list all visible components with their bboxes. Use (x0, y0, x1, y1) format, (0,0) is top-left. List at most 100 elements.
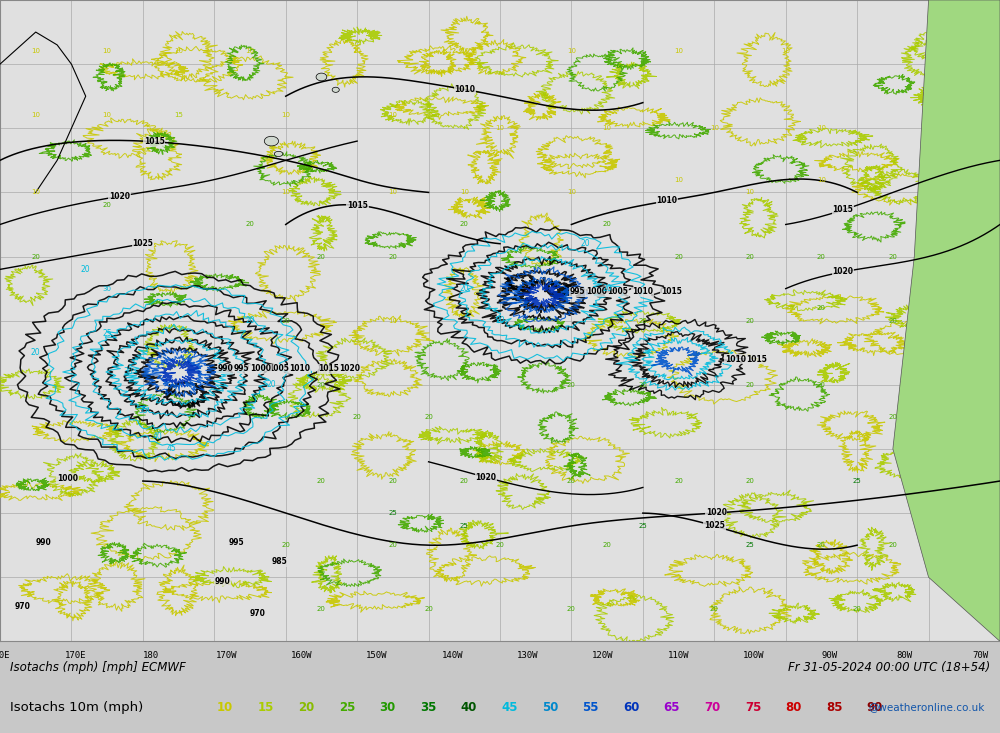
Text: 20: 20 (674, 478, 683, 484)
Text: 180: 180 (143, 652, 159, 660)
Text: 15: 15 (257, 701, 274, 714)
Text: Isotachs 10m (mph): Isotachs 10m (mph) (10, 701, 143, 714)
Text: 20: 20 (317, 478, 326, 484)
Text: 10: 10 (817, 177, 826, 183)
Text: 110W: 110W (668, 652, 689, 660)
Text: 20: 20 (602, 284, 612, 293)
Text: 20: 20 (603, 542, 612, 548)
Text: 1015: 1015 (833, 205, 853, 215)
Text: 20: 20 (459, 284, 469, 293)
Text: 20: 20 (317, 254, 326, 259)
Text: 1010: 1010 (632, 287, 653, 296)
Text: 20: 20 (317, 606, 326, 612)
Text: 20: 20 (460, 478, 469, 484)
Text: 25: 25 (460, 523, 469, 529)
Text: 1005: 1005 (268, 364, 289, 373)
Text: 10: 10 (246, 48, 254, 54)
Text: 40: 40 (461, 701, 477, 714)
Text: 10: 10 (746, 189, 755, 196)
Text: 20: 20 (817, 254, 826, 259)
Text: 20: 20 (567, 478, 576, 484)
Text: 20: 20 (317, 382, 326, 388)
Text: 30: 30 (379, 701, 396, 714)
Text: 20: 20 (496, 542, 504, 548)
Ellipse shape (332, 87, 339, 92)
Text: 20: 20 (31, 254, 40, 259)
Text: 160W: 160W (291, 652, 312, 660)
Text: 20: 20 (817, 382, 826, 388)
Text: 10: 10 (31, 112, 40, 119)
Text: 1005: 1005 (607, 287, 628, 296)
Text: 10: 10 (353, 48, 362, 54)
Text: 45: 45 (167, 444, 176, 454)
Text: 170W: 170W (215, 652, 237, 660)
Text: 20: 20 (81, 265, 91, 274)
Text: 20: 20 (424, 414, 433, 420)
Text: 20: 20 (817, 305, 826, 311)
Text: 70W: 70W (972, 652, 988, 660)
Text: 140W: 140W (442, 652, 463, 660)
Text: 10: 10 (281, 112, 290, 119)
Text: 10: 10 (603, 125, 612, 131)
Text: Fr 31-05-2024 00:00 UTC (18+54): Fr 31-05-2024 00:00 UTC (18+54) (788, 660, 990, 674)
Text: 1015: 1015 (746, 355, 767, 364)
Text: 10: 10 (567, 189, 576, 196)
Text: 20: 20 (353, 414, 362, 420)
Text: 990: 990 (36, 538, 51, 547)
Text: 75: 75 (745, 701, 761, 714)
Text: 10: 10 (31, 48, 40, 54)
Text: 10: 10 (496, 125, 505, 131)
Text: 10: 10 (388, 112, 397, 119)
Text: 20: 20 (581, 239, 591, 248)
Text: 995: 995 (234, 364, 249, 373)
Text: 1010: 1010 (656, 196, 677, 205)
Text: 1015: 1015 (144, 137, 165, 147)
Text: 20: 20 (710, 606, 719, 612)
Polygon shape (893, 0, 1000, 641)
Text: 20: 20 (746, 382, 754, 388)
Text: 10: 10 (460, 48, 469, 54)
Text: 10: 10 (460, 189, 469, 196)
Text: 1020: 1020 (833, 268, 854, 276)
Text: 40: 40 (152, 432, 162, 441)
Text: 20: 20 (603, 221, 612, 227)
Text: 20: 20 (281, 542, 290, 548)
Text: 20: 20 (567, 382, 576, 388)
Text: 1010: 1010 (725, 355, 746, 364)
Text: 1020: 1020 (706, 509, 727, 517)
Text: 10: 10 (174, 48, 183, 54)
Text: 20: 20 (746, 317, 754, 324)
Text: 20: 20 (246, 221, 254, 227)
Text: 25: 25 (638, 523, 647, 529)
Text: 65: 65 (664, 701, 680, 714)
Text: 10: 10 (281, 189, 290, 196)
Text: 55: 55 (582, 701, 599, 714)
Text: 25: 25 (339, 701, 355, 714)
Text: 10: 10 (217, 701, 233, 714)
Text: 20: 20 (298, 701, 314, 714)
Text: 20: 20 (567, 606, 576, 612)
Text: 170E: 170E (65, 652, 86, 660)
Text: 1025: 1025 (704, 521, 725, 531)
Text: 10: 10 (781, 48, 790, 54)
Text: 990: 990 (218, 364, 234, 373)
Text: 50: 50 (542, 701, 558, 714)
Text: 15: 15 (174, 112, 183, 119)
Text: 10: 10 (674, 48, 683, 54)
Text: 20: 20 (31, 348, 41, 357)
Text: 20: 20 (853, 606, 862, 612)
Text: 20: 20 (388, 478, 397, 484)
Text: 70: 70 (704, 701, 721, 714)
Text: 20: 20 (424, 606, 433, 612)
Text: 10: 10 (817, 125, 826, 131)
Text: 30: 30 (103, 286, 112, 292)
Text: 60: 60 (623, 701, 639, 714)
Text: 20: 20 (388, 542, 397, 548)
Text: 130W: 130W (517, 652, 538, 660)
Text: 80W: 80W (897, 652, 913, 660)
Text: 10: 10 (674, 177, 683, 183)
Text: 120W: 120W (592, 652, 614, 660)
Text: 20: 20 (888, 542, 897, 548)
Text: 1000: 1000 (586, 287, 607, 296)
Text: 25: 25 (746, 542, 754, 548)
